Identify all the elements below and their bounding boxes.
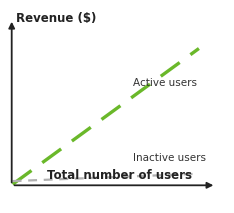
Text: Active users: Active users: [133, 78, 197, 88]
Text: Total number of users: Total number of users: [47, 169, 192, 182]
Text: Inactive users: Inactive users: [133, 153, 206, 163]
Text: Revenue ($): Revenue ($): [16, 12, 96, 25]
